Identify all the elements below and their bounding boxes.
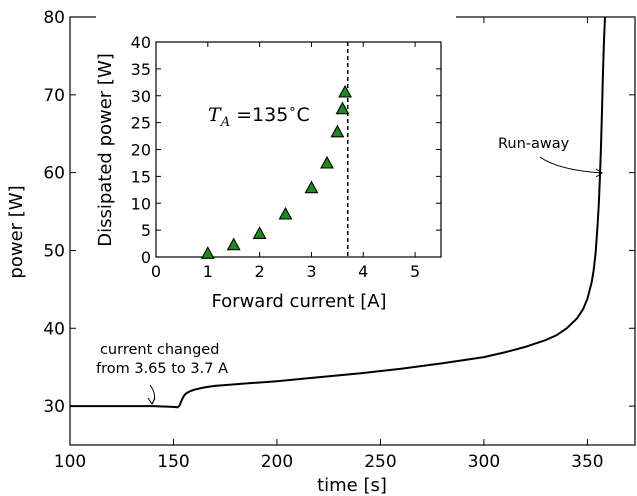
annotation-arrow <box>539 156 603 174</box>
main-x-tick-label: 150 <box>157 452 189 472</box>
main-x-tick-label: 300 <box>468 452 500 472</box>
inset-plot: 0 1 2 3 4 5 0 5 10 15 20 25 30 35 40 Forward current [… <box>95 3 456 320</box>
ambient-temperature-label: TA =135∘C <box>208 102 310 130</box>
inset-data-point <box>335 101 350 115</box>
inset-y-tick-label: 10 <box>131 194 151 213</box>
annotation-runaway: Run-away <box>498 136 603 178</box>
main-y-axis-label: power [W] <box>6 185 27 278</box>
main-x-tick-label: 200 <box>261 452 293 472</box>
inset-y-tick-label: 35 <box>131 60 151 79</box>
inset-markers <box>200 84 353 259</box>
main-y-tick-label: 30 <box>43 397 65 417</box>
annotation-arrowhead <box>147 397 156 405</box>
inset-data-point <box>304 180 319 194</box>
inset-y-tick-label: 30 <box>131 87 151 106</box>
annotation-arrowhead <box>595 168 603 178</box>
inset-x-tick-label: 1 <box>203 262 213 281</box>
inset-data-point <box>330 124 345 138</box>
inset-data-point <box>320 155 334 169</box>
main-x-tick-label: 250 <box>364 452 396 472</box>
inset-x-tick-label: 2 <box>255 262 265 281</box>
main-x-axis-label: time [s] <box>317 475 387 496</box>
main-y-tick-label: 80 <box>43 8 65 28</box>
inset-ticks: 0 1 2 3 4 5 0 5 10 15 20 25 30 35 40 <box>131 33 441 281</box>
svg-text:Run-away: Run-away <box>498 136 570 152</box>
inset-x-tick-label: 3 <box>306 262 316 281</box>
inset-y-tick-label: 15 <box>131 167 151 186</box>
main-y-tick-label: 70 <box>43 86 65 106</box>
inset-y-tick-label: 25 <box>131 114 151 133</box>
inset-y-tick-label: 5 <box>141 221 151 240</box>
main-x-tick-label: 350 <box>571 452 603 472</box>
svg-text:current changed from 3: current changed from 3.65 to 3.7 A <box>96 342 228 377</box>
inset-x-tick-label: 4 <box>358 262 368 281</box>
power-curve <box>70 16 606 409</box>
inset-x-axis-label: Forward current [A] <box>211 291 386 312</box>
main-x-tick-label: 100 <box>54 452 86 472</box>
main-y-tick-label: 60 <box>43 164 65 184</box>
inset-y-tick-label: 0 <box>141 248 151 267</box>
inset-x-tick-label: 5 <box>410 262 420 281</box>
inset-data-point <box>226 237 241 251</box>
inset-y-tick-label: 20 <box>131 141 151 160</box>
inset-y-axis-label: Dissipated power [W] <box>95 53 116 247</box>
annotation-current-changed: current changed from 3.65 to 3.7 A <box>96 342 228 405</box>
inset-data-point <box>200 246 215 259</box>
inset-y-tick-label: 40 <box>131 33 151 52</box>
main-y-tick-label: 40 <box>43 319 65 339</box>
inset-data-point <box>278 206 293 220</box>
main-y-tick-label: 50 <box>43 241 65 261</box>
inset-data-point <box>338 84 353 98</box>
inset-x-tick-label: 0 <box>151 262 161 281</box>
inset-data-point <box>252 226 267 239</box>
